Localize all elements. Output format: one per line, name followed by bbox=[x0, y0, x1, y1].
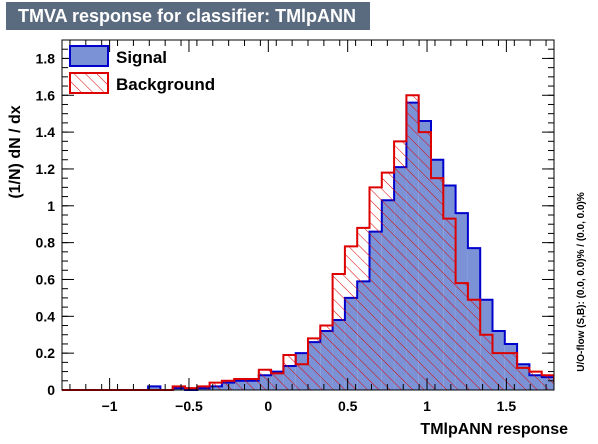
histogram-bin-s1-35 bbox=[492, 353, 505, 390]
histogram-bin-s1-11 bbox=[197, 386, 210, 390]
y-tick-label: 1.2 bbox=[36, 161, 56, 177]
histogram-bin-s1-41 bbox=[566, 386, 578, 390]
legend-label-signal: Signal bbox=[116, 48, 167, 67]
legend: Signal Background bbox=[69, 45, 215, 94]
histogram-bin-s1-40 bbox=[554, 381, 566, 390]
histogram-bin-s1-32 bbox=[455, 283, 468, 390]
axes: 0 0.2 0.4 0.6 0.8 1 1.2 1.4 1.6 1.8 −1 −0.5 0 0.5 1 1.5 bbox=[36, 39, 554, 414]
histogram-bin-s1-28 bbox=[406, 95, 419, 391]
chart-title: TMVA response for classifier: TMlpANN bbox=[18, 6, 357, 26]
histogram-bin-s1-23 bbox=[344, 246, 358, 390]
y-tick-label: 1.6 bbox=[36, 87, 56, 103]
histogram-bin-s1-30 bbox=[431, 178, 444, 390]
histogram-bin-s0-42 bbox=[579, 386, 591, 390]
y-tick-label: 0 bbox=[47, 382, 55, 398]
y-tick-label: 1.8 bbox=[36, 50, 56, 66]
histogram-bin-s1-26 bbox=[381, 172, 395, 390]
histogram-bin-s1-33 bbox=[467, 299, 481, 390]
legend-label-background: Background bbox=[116, 75, 215, 94]
legend-swatch-signal bbox=[69, 45, 109, 67]
histogram-bin-s0-40 bbox=[554, 381, 566, 390]
histogram-bin-s1-12 bbox=[209, 382, 222, 390]
histogram-bin-s1-25 bbox=[369, 187, 382, 390]
chart-title-box: TMVA response for classifier: TMlpANN bbox=[6, 2, 370, 30]
x-tick-label: 1.5 bbox=[497, 398, 517, 414]
histogram-bin-s1-13 bbox=[221, 380, 235, 390]
x-tick-label: −1 bbox=[102, 398, 118, 414]
histogram-bin-s1-21 bbox=[320, 325, 333, 390]
histogram-bin-s1-31 bbox=[443, 218, 456, 390]
histogram-bin-s1-38 bbox=[529, 371, 542, 390]
histogram-bin-s1-22 bbox=[332, 273, 345, 390]
histogram-bin-s0-7 bbox=[148, 386, 161, 390]
x-axis-title: TMlpANN response bbox=[420, 421, 568, 438]
legend-swatch-background bbox=[69, 72, 109, 94]
histogram-bin-s1-39 bbox=[541, 375, 554, 390]
y-tick-label: 0.8 bbox=[36, 235, 56, 251]
histogram-bin-s1-17 bbox=[271, 373, 284, 390]
y-tick-label: 1 bbox=[47, 198, 55, 214]
histogram-bin-s1-27 bbox=[394, 141, 407, 390]
histogram-bin-s1-15 bbox=[246, 378, 259, 390]
x-tick-label: 0 bbox=[264, 398, 272, 414]
histogram-bin-s1-37 bbox=[517, 367, 530, 390]
histogram-bin-s1-29 bbox=[418, 132, 431, 390]
histogram-bin-s1-42 bbox=[579, 388, 591, 390]
histogram-bin-s0-41 bbox=[566, 383, 578, 390]
y-tick-label: 1.4 bbox=[36, 124, 56, 140]
histogram-bin-s1-34 bbox=[480, 334, 493, 390]
y-tick-label: 0.6 bbox=[36, 271, 56, 287]
x-tick-label: −0.5 bbox=[175, 398, 203, 414]
histogram-bin-s1-20 bbox=[308, 338, 321, 390]
histogram-bin-s1-24 bbox=[357, 227, 370, 390]
histogram-bin-s1-36 bbox=[504, 353, 518, 390]
histogram-bin-s1-19 bbox=[295, 364, 308, 390]
x-tick-label: 1 bbox=[423, 398, 431, 414]
x-tick-label: 0.5 bbox=[338, 398, 358, 414]
histogram-bin-s1-9 bbox=[172, 386, 185, 390]
y-axis-title: (1/N) dN / dx bbox=[7, 105, 24, 198]
y-tick-label: 0.2 bbox=[36, 345, 56, 361]
y-tick-label: 0.4 bbox=[36, 308, 56, 324]
histogram-bin-s1-18 bbox=[283, 355, 296, 390]
histogram-bin-s1-14 bbox=[234, 378, 247, 390]
overflow-note: U/O-flow (S,B): (0.0, 0.0)% / (0.0, 0.0)… bbox=[576, 192, 587, 372]
